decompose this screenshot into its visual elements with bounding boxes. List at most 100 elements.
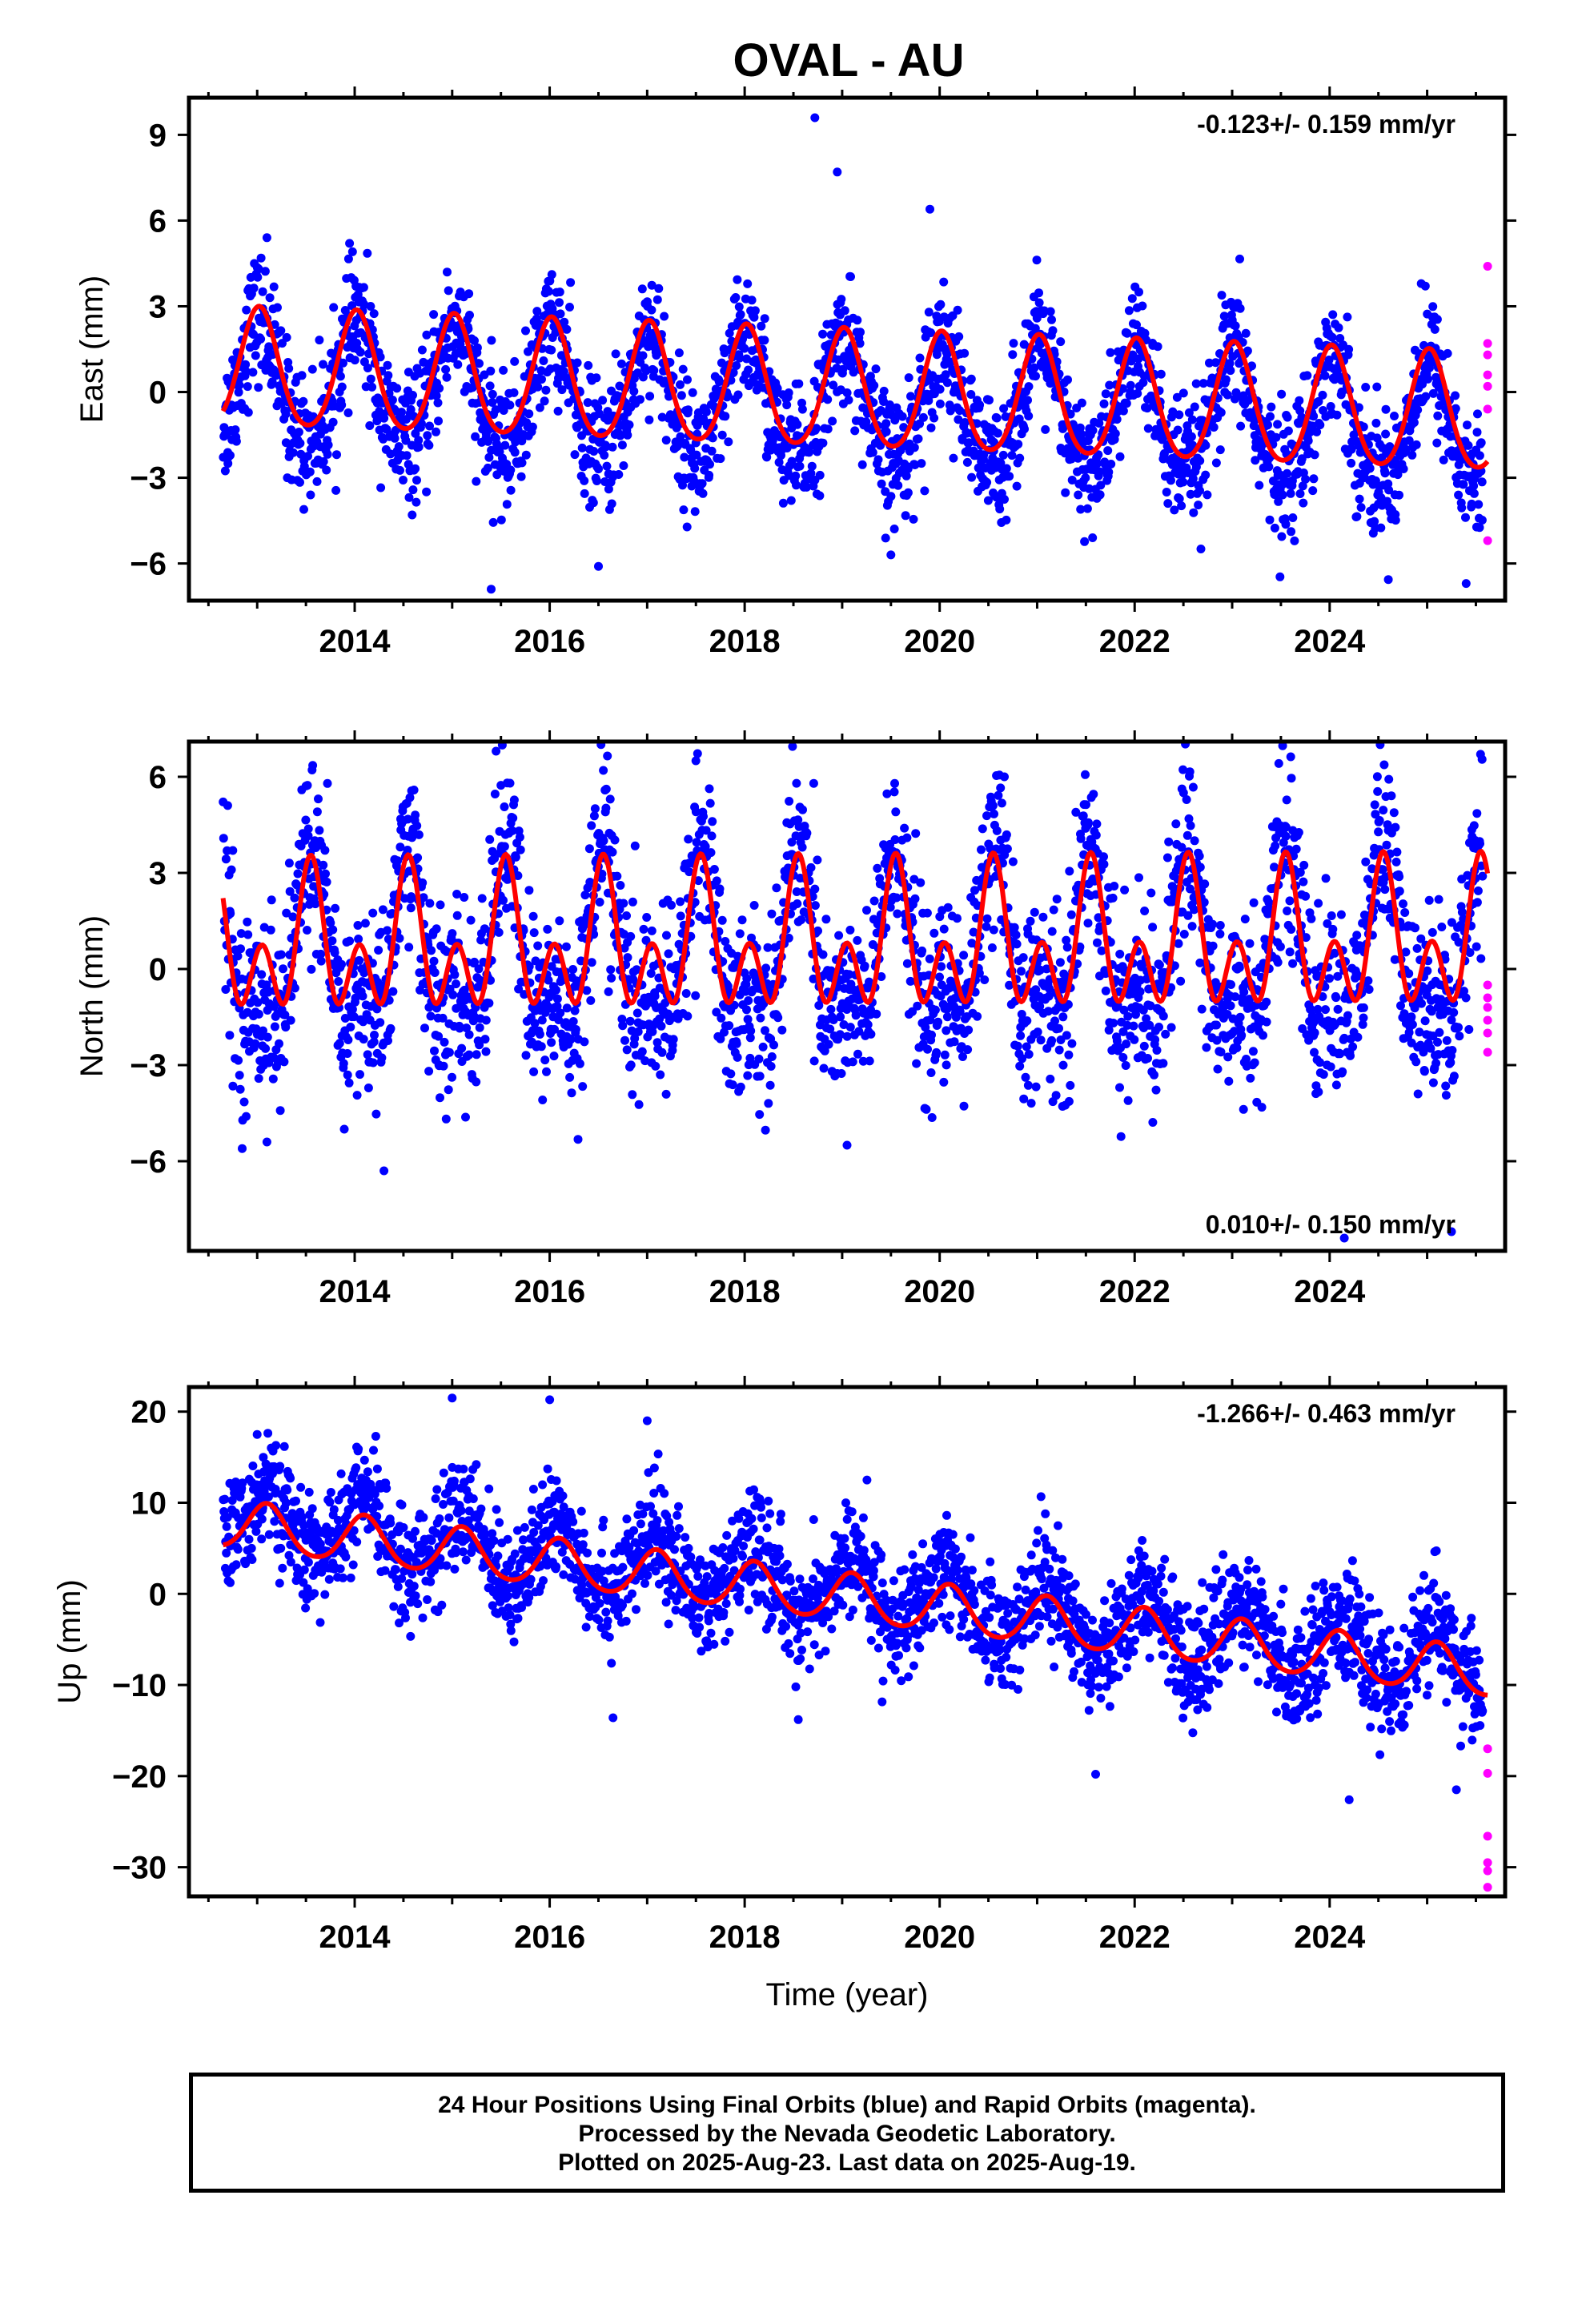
east-final-point [1235, 304, 1245, 313]
east-rapid-point [1483, 370, 1492, 380]
east-final-point [397, 408, 406, 417]
east-final-point [1077, 398, 1086, 408]
east-final-point [1231, 321, 1240, 331]
east-final-point [425, 421, 434, 431]
north-final-point [766, 1062, 776, 1071]
north-final-point [425, 899, 435, 908]
east-final-point [1380, 468, 1390, 478]
east-final-point [1023, 396, 1032, 405]
east-final-point [486, 366, 496, 376]
north-final-point [810, 901, 820, 911]
east-final-point [1134, 354, 1143, 364]
east-final-point [782, 400, 792, 410]
east-final-point [404, 493, 414, 502]
east-final-point [1430, 324, 1439, 334]
north-final-point [625, 1016, 635, 1026]
east-final-point [1095, 490, 1105, 500]
east-final-point [1047, 315, 1056, 324]
north-final-point [862, 906, 871, 915]
north-final-point [982, 811, 991, 821]
north-final-point [1321, 874, 1331, 883]
east-final-point [441, 364, 451, 374]
east-final-point [960, 418, 970, 427]
north-final-point [1146, 888, 1156, 898]
east-final-point [1092, 459, 1102, 468]
north-final-point [219, 834, 228, 843]
north-final-point [1162, 853, 1172, 862]
east-final-point [254, 383, 263, 392]
north-final-point [848, 1057, 857, 1067]
north-final-point [1062, 943, 1072, 952]
north-final-point [566, 1035, 576, 1044]
east-final-point [873, 455, 883, 464]
north-final-point [1062, 935, 1071, 945]
north-final-point [509, 795, 519, 805]
north-final-point [508, 814, 518, 822]
east-final-point [476, 408, 485, 417]
north-final-point [590, 804, 600, 814]
east-final-point [750, 306, 760, 316]
north-final-point [607, 973, 616, 983]
north-final-point [343, 1049, 352, 1058]
north-final-point [736, 1082, 745, 1092]
north-final-point [1101, 986, 1110, 995]
east-final-point [1081, 473, 1090, 483]
east-final-point [1099, 399, 1109, 408]
north-final-point [987, 943, 997, 952]
north-final-point [1000, 772, 1009, 782]
east-final-point [537, 375, 546, 384]
east-final-point [707, 446, 717, 456]
north-final-point [1178, 788, 1188, 798]
north-final-point [1195, 851, 1204, 861]
north-final-point [472, 1050, 481, 1059]
north-final-point [1278, 742, 1287, 750]
north-final-point [1301, 933, 1311, 943]
north-final-point [854, 1027, 864, 1036]
north-final-point [1064, 1096, 1074, 1106]
north-final-point [619, 930, 628, 939]
east-final-point [964, 438, 974, 448]
north-final-point [460, 893, 469, 902]
north-final-point [303, 781, 312, 790]
north-final-point [1185, 767, 1195, 777]
north-final-point [343, 1035, 353, 1044]
north-final-point [715, 884, 725, 894]
east-final-point [284, 364, 294, 373]
north-final-point [1062, 1031, 1071, 1040]
north-final-point [444, 1085, 453, 1095]
east-final-point [1080, 537, 1090, 546]
north-final-point [1250, 1058, 1259, 1068]
east-rapid-point [1483, 350, 1492, 360]
east-final-point [810, 113, 820, 123]
east-final-point [1359, 422, 1368, 432]
east-rapid-point [1483, 536, 1492, 545]
east-final-point [857, 460, 867, 469]
east-final-point [1473, 409, 1482, 419]
north-final-point [705, 784, 714, 794]
east-final-point [1196, 545, 1206, 553]
east-x-tick-label: 2018 [709, 624, 781, 659]
north-final-point [243, 917, 252, 927]
north-final-point [251, 1039, 260, 1048]
north-final-point [565, 1072, 575, 1082]
north-final-point [1310, 1028, 1319, 1038]
north-final-point [872, 1009, 881, 1019]
east-final-point [1428, 388, 1438, 398]
north-final-point [420, 1023, 429, 1033]
north-final-point [285, 887, 295, 896]
east-final-point [699, 414, 709, 424]
north-final-point [1050, 1016, 1059, 1026]
north-final-point [363, 1084, 373, 1092]
east-final-point [690, 464, 700, 473]
north-final-point [403, 846, 412, 854]
north-final-point [322, 877, 331, 887]
east-final-point [600, 450, 609, 460]
north-final-point [882, 789, 892, 798]
east-final-point [1046, 307, 1055, 316]
east-final-point [1477, 477, 1487, 487]
east-final-point [260, 267, 270, 276]
east-final-point [432, 427, 440, 436]
north-final-point [474, 964, 484, 974]
north-final-point [1309, 1018, 1319, 1027]
